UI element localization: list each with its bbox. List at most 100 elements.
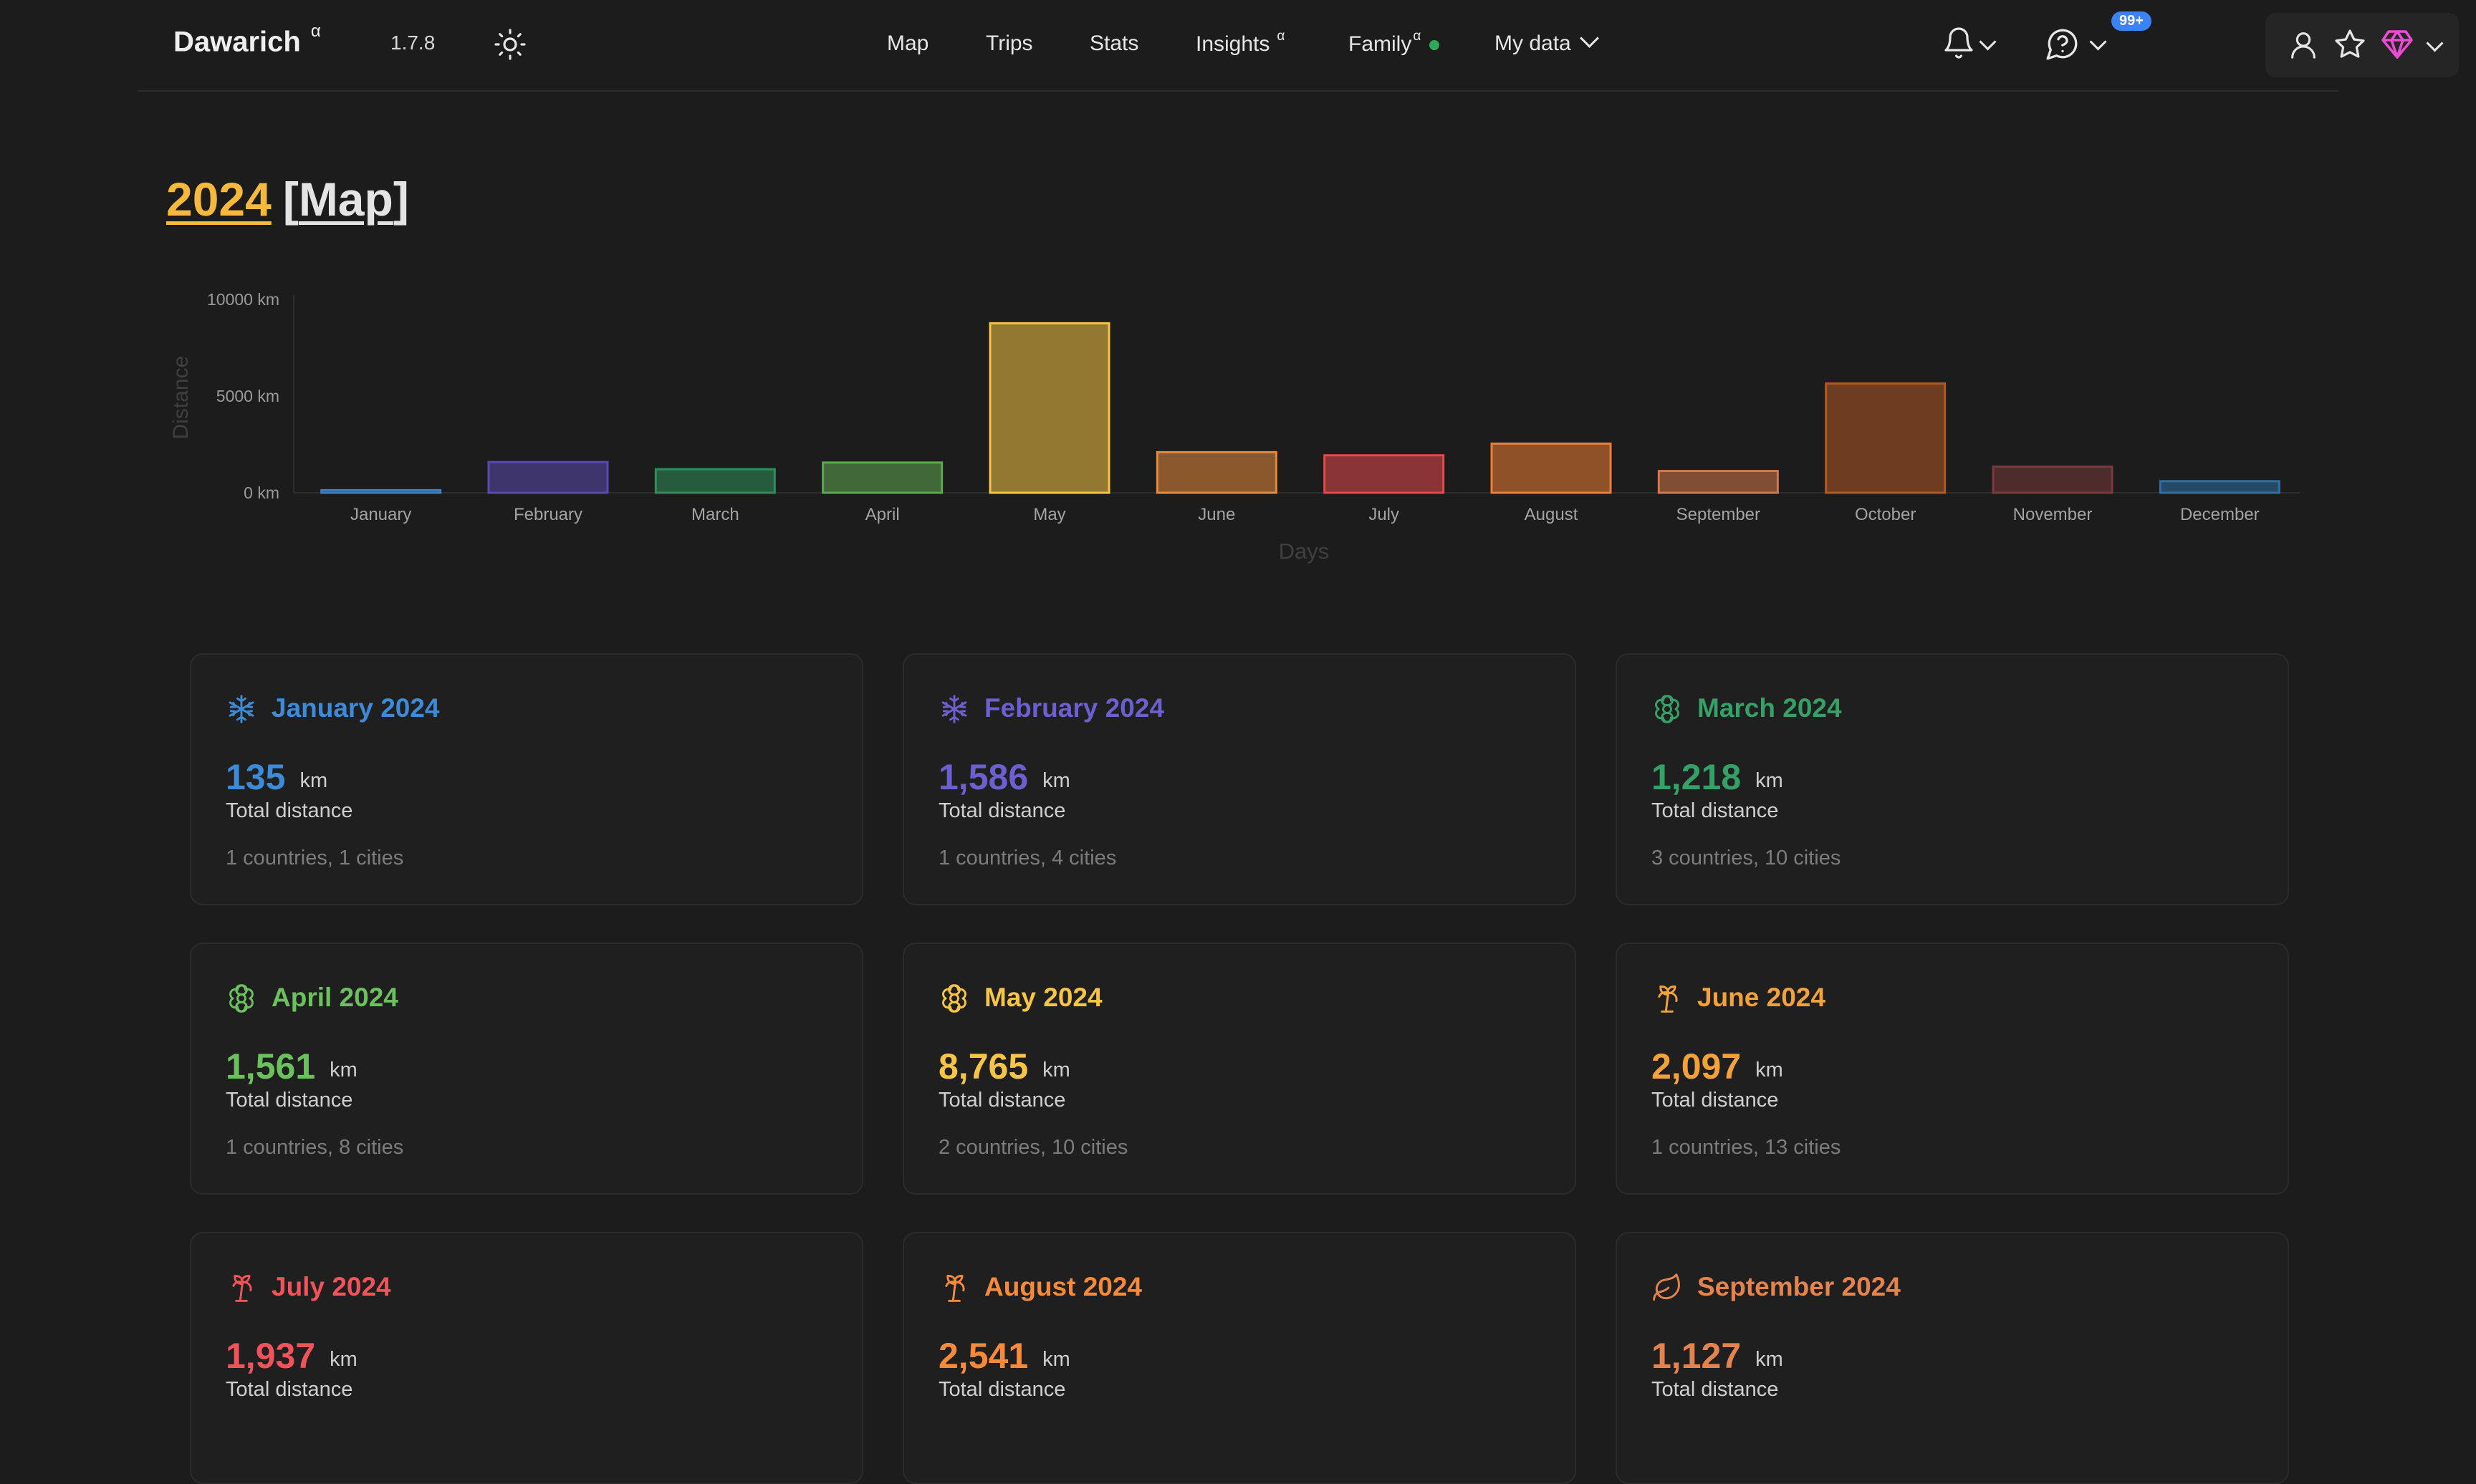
x-tick-label: March [691, 505, 739, 524]
nav-map[interactable]: Map [887, 32, 929, 55]
month-card-unit: km [1042, 1348, 1070, 1371]
month-card-meta: 2 countries, 10 cities [939, 1136, 1128, 1159]
brand-logo[interactable]: Dawarich α [173, 21, 321, 58]
chevron-down-icon [2089, 33, 2107, 51]
month-card-unit: km [299, 769, 328, 792]
insights-alpha: α [1277, 29, 1285, 44]
month-card-distance: 1,218 [1651, 757, 1742, 797]
nav-my-data[interactable]: My data [1494, 29, 1599, 56]
palm-tree-icon [945, 1275, 965, 1302]
month-card-title[interactable]: June 2024 [1697, 983, 1825, 1012]
star-icon[interactable] [2333, 27, 2367, 62]
month-card[interactable]: January 2024 135 km Total distance 1 countri… [190, 653, 863, 905]
x-tick-label: December [2180, 505, 2260, 524]
month-card[interactable]: March 2024 1,218 km Total distance 3 countri… [1616, 653, 2289, 905]
month-card[interactable]: May 2024 8,765 km Total distance 2 countries… [903, 943, 1576, 1195]
month-card-unit: km [330, 1059, 358, 1081]
month-card[interactable]: June 2024 2,097 km Total distance 1 countrie… [1616, 943, 2289, 1195]
leaf-icon [1653, 1273, 1680, 1301]
month-card[interactable]: August 2024 2,541 km Total distance [903, 1232, 1576, 1484]
x-tick-label: February [514, 505, 582, 524]
sun-icon [494, 29, 526, 60]
chart-bar-june[interactable] [1156, 450, 1277, 494]
chart-bar-february[interactable] [487, 461, 609, 494]
nav-family[interactable]: Family α [1348, 29, 1440, 57]
chevron-down-icon [1579, 29, 1599, 48]
x-tick-label: October [1855, 505, 1916, 524]
month-card-meta: 1 countries, 13 cities [1651, 1136, 1841, 1159]
y-tick-label: 0 km [244, 483, 279, 502]
month-card-distance: 1,586 [939, 757, 1029, 797]
map-link-label[interactable]: Map [298, 173, 393, 226]
map-link[interactable]: [Map] [283, 173, 409, 226]
month-card-unit: km [1042, 769, 1070, 792]
month-card[interactable]: July 2024 1,937 km Total distance [190, 1232, 863, 1484]
chart-bar-december[interactable] [2159, 480, 2280, 494]
chart-bar-april[interactable] [822, 461, 944, 494]
navbar: Dawarich α 1.7.8 Map Trips Stats Insights… [138, 0, 2459, 92]
theme-toggle-button[interactable] [493, 27, 527, 62]
x-tick-label: June [1198, 505, 1235, 524]
month-card-title[interactable]: September 2024 [1697, 1272, 1901, 1301]
chart-bar-october[interactable] [1825, 382, 1947, 494]
user-menu[interactable] [2265, 13, 2459, 77]
chart-bar-november[interactable] [1992, 466, 2113, 494]
help-button[interactable] [2045, 19, 2116, 70]
month-card-meta: 3 countries, 10 cities [1651, 847, 1841, 869]
month-card-meta: 1 countries, 8 cities [226, 1136, 404, 1159]
bell-icon [1944, 27, 1973, 59]
notifications-badge: 99+ [2111, 11, 2151, 31]
x-tick-label: November [2013, 505, 2093, 524]
y-axis-label: Distance [169, 356, 193, 440]
x-tick-label: May [1033, 505, 1065, 524]
flower-icon [942, 984, 966, 1013]
chart-bar-may[interactable] [989, 322, 1110, 494]
month-card-unit: km [1755, 1059, 1783, 1081]
month-card-title[interactable]: March 2024 [1697, 693, 1842, 723]
x-tick-label: April [865, 505, 900, 524]
chart-bar-july[interactable] [1323, 454, 1445, 494]
month-card-unit: km [1755, 1348, 1783, 1371]
month-card-unit: km [330, 1348, 358, 1371]
month-card-title[interactable]: July 2024 [272, 1272, 391, 1301]
month-card-distance: 1,127 [1651, 1336, 1742, 1376]
nav-trips[interactable]: Trips [986, 32, 1033, 55]
gem-icon[interactable] [2380, 27, 2414, 62]
x-tick-label: July [1368, 505, 1399, 524]
year-link[interactable]: 2024 [166, 173, 272, 226]
version-label: 1.7.8 [390, 32, 436, 54]
nav-insights[interactable]: Insights α [1196, 29, 1285, 56]
month-card-title[interactable]: May 2024 [984, 983, 1103, 1012]
month-card-label: Total distance [226, 1089, 353, 1112]
family-status-dot [1429, 40, 1440, 51]
month-card-meta: 1 countries, 4 cities [939, 847, 1117, 869]
month-card-title[interactable]: August 2024 [984, 1272, 1143, 1301]
chart-bar-january[interactable] [320, 488, 442, 494]
month-card-title[interactable]: February 2024 [984, 693, 1164, 723]
snowflake-icon [229, 695, 254, 723]
palm-tree-icon [1658, 986, 1678, 1013]
chart-bar-march[interactable] [654, 468, 776, 494]
month-card-title[interactable]: January 2024 [272, 693, 440, 723]
notifications-button[interactable] [1942, 19, 2006, 70]
month-card-label: Total distance [226, 799, 353, 822]
month-card[interactable]: April 2024 1,561 km Total distance 1 countri… [190, 943, 863, 1195]
chart-bar-september[interactable] [1657, 470, 1779, 494]
nav-stats[interactable]: Stats [1090, 32, 1139, 55]
x-axis-label: Days [1279, 539, 1330, 564]
user-icon[interactable] [2287, 29, 2320, 62]
month-card-meta: 1 countries, 1 cities [226, 847, 404, 869]
month-card-label: Total distance [1651, 1089, 1779, 1112]
month-card-label: Total distance [226, 1378, 353, 1401]
brand-name[interactable]: Dawarich [173, 26, 301, 58]
month-card[interactable]: February 2024 1,586 km Total distance 1 coun… [903, 653, 1576, 905]
month-card-distance: 1,937 [226, 1336, 316, 1376]
month-card-title[interactable]: April 2024 [272, 983, 398, 1012]
month-card-label: Total distance [1651, 1378, 1779, 1401]
month-card-label: Total distance [939, 799, 1066, 822]
chart-bar-august[interactable] [1490, 442, 1612, 494]
brand-alpha: α [310, 21, 321, 41]
family-alpha: α [1413, 29, 1421, 44]
month-card[interactable]: September 2024 1,127 km Total distance [1616, 1232, 2289, 1484]
month-card-unit: km [1755, 769, 1783, 792]
